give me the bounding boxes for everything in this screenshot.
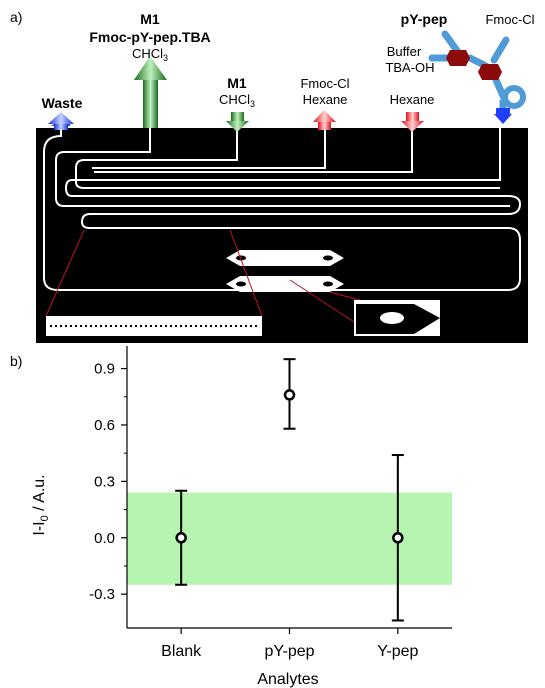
buffer-label: Buffer bbox=[387, 44, 422, 59]
chcl3-label-1: CHCl3 bbox=[132, 46, 168, 63]
x-tick-label: Blank bbox=[161, 643, 202, 660]
fmoc-cl-label: Fmoc-Cl bbox=[300, 76, 349, 91]
y-axis-title: I-I0 / A.u. bbox=[31, 474, 51, 535]
py-pep-label: pY-pep bbox=[401, 11, 448, 27]
fmoc-cl-label-2: Fmoc-Cl bbox=[485, 12, 534, 27]
fmoc-cl-arrow bbox=[313, 110, 336, 130]
chcl3-label-2: CHCl3 bbox=[219, 92, 255, 109]
m1-label-2: M1 bbox=[227, 75, 247, 91]
waste-arrow bbox=[48, 112, 74, 130]
y-tick-label: 0.6 bbox=[94, 417, 115, 434]
peptide-molecule bbox=[432, 34, 523, 124]
x-tick-label: pY-pep bbox=[264, 643, 314, 660]
analyte-chart: -0.3 0.0 0.3 0.6 0.9 Blank pY-pep Y-pep bbox=[89, 346, 452, 660]
zoom-inset-droplet bbox=[354, 300, 440, 336]
data-point bbox=[285, 390, 294, 399]
panel-a-label: a) bbox=[10, 9, 22, 25]
data-point bbox=[393, 533, 402, 542]
x-axis-title: Analytes bbox=[257, 671, 318, 688]
x-tick-label: Y-pep bbox=[377, 643, 418, 660]
hexane-label-2: Hexane bbox=[390, 92, 435, 107]
panel-b-label: b) bbox=[10, 353, 22, 369]
zoom-inset-channel bbox=[46, 316, 262, 336]
y-tick-label: 0.9 bbox=[94, 361, 115, 378]
y-tick-label: 0.3 bbox=[94, 473, 115, 490]
y-tick-label: 0.0 bbox=[94, 530, 115, 547]
fmoc-ptyr-label: Fmoc-pY-pep.TBA bbox=[89, 29, 210, 45]
y-tick-label: -0.3 bbox=[89, 586, 115, 603]
waste-label: Waste bbox=[42, 95, 83, 111]
hexane-label-1: Hexane bbox=[303, 92, 348, 107]
data-point bbox=[177, 533, 186, 542]
m1-label: M1 bbox=[140, 11, 160, 27]
m1-inlet-arrow bbox=[134, 56, 167, 128]
tba-oh-label: TBA-OH bbox=[385, 60, 434, 75]
